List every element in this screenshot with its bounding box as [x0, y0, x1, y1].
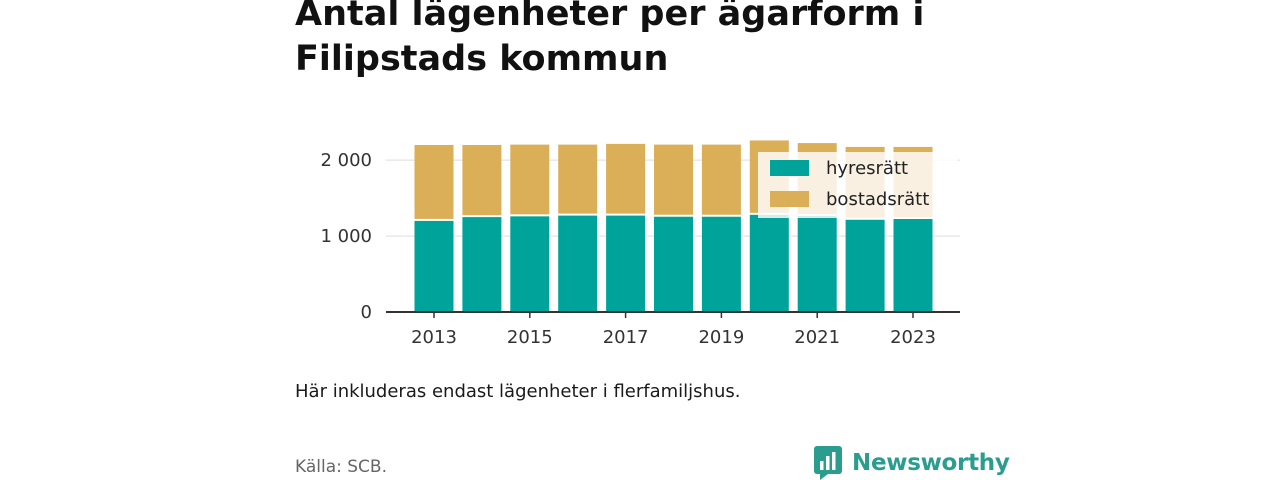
x-tick-label: 2017	[603, 327, 649, 348]
bar-bostadsratt	[606, 143, 646, 214]
bar-hyresratt	[701, 216, 741, 312]
bar-bostadsratt	[558, 144, 598, 214]
bar-hyresratt	[654, 216, 693, 312]
y-tick-label: 0	[361, 302, 372, 323]
x-tick-label: 2023	[890, 327, 936, 348]
y-tick-label: 2 000	[320, 150, 372, 171]
x-tick-label: 2015	[507, 327, 553, 348]
legend: hyresrätt bostadsrätt	[758, 152, 958, 218]
legend-swatch	[770, 191, 809, 207]
legend-label: bostadsrätt	[826, 189, 929, 210]
chart-title: Antal lägenheter per ägarform i Filipsta…	[295, 0, 925, 79]
legend-swatch	[770, 160, 809, 176]
bar-bostadsratt	[462, 145, 502, 216]
bar-hyresratt	[797, 215, 837, 312]
x-tick-label: 2021	[794, 327, 840, 348]
bar-hyresratt	[606, 215, 646, 312]
bar-bostadsratt	[654, 144, 693, 215]
x-tick-label: 2019	[698, 327, 744, 348]
bar-hyresratt	[749, 214, 789, 312]
brand-name: Newsworthy	[852, 450, 1010, 476]
bar-hyresratt	[845, 219, 885, 312]
bar-hyresratt	[462, 217, 502, 312]
brand-logo[interactable]: Newsworthy	[814, 446, 1010, 480]
x-tick-label: 2013	[411, 327, 457, 348]
bar-hyresratt	[558, 215, 598, 312]
bar-hyresratt	[414, 220, 454, 312]
newsworthy-logo-icon	[814, 446, 842, 480]
y-tick-label: 1 000	[320, 226, 372, 247]
legend-label: hyresrätt	[826, 158, 908, 179]
bar-hyresratt	[893, 219, 933, 312]
source-text: Källa: SCB.	[295, 457, 387, 477]
bar-bostadsratt	[414, 145, 454, 219]
axes: 0 1 000 2 000 2013 2015 2017 2019 2021 2023	[320, 150, 960, 348]
bar-hyresratt	[510, 216, 550, 312]
chart-note: Här inkluderas endast lägenheter i flerf…	[295, 381, 741, 402]
bar-bostadsratt	[510, 144, 550, 215]
bar-bostadsratt	[701, 144, 741, 215]
